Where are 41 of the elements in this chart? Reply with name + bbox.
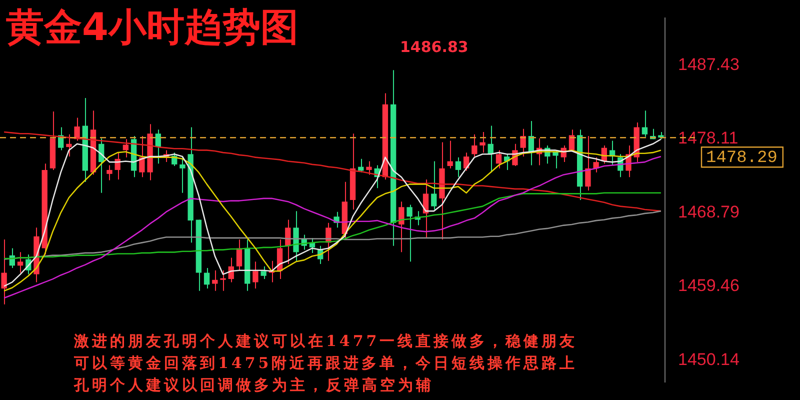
candlestick: [406, 204, 412, 262]
y-tick-label: 1478.11: [678, 128, 738, 148]
y-tick-label: 1487.43: [678, 55, 740, 74]
candlestick: [17, 252, 24, 274]
candlestick: [155, 129, 161, 164]
candlestick: [642, 110, 648, 138]
candlestick: [593, 156, 599, 173]
candlestick: [252, 261, 258, 290]
candlestick: [447, 140, 453, 169]
candlestick: [139, 135, 145, 178]
candlestick: [496, 150, 502, 169]
candlestick: [422, 178, 429, 238]
y-tick-label: 1468.79: [678, 202, 740, 222]
candlestick: [236, 239, 242, 271]
y-tick-label: 1459.46: [678, 276, 740, 296]
candlestick: [585, 135, 591, 192]
ref-line-label: 1478.29: [706, 149, 778, 168]
candlestick: [366, 160, 372, 176]
candlestick: [472, 134, 478, 158]
candlestick: [260, 266, 266, 280]
candlestick: [1, 239, 7, 305]
candlestick: [122, 138, 129, 158]
candlestick: [204, 267, 210, 290]
candlestick: [180, 156, 186, 194]
annotation: 可以等黄金回落到1475附近再跟进多单，今日短线操作思路上: [74, 354, 578, 372]
candlestick: [220, 270, 226, 292]
candlestick: [455, 156, 462, 178]
candlestick: [520, 128, 526, 158]
candlestick: [480, 132, 486, 154]
candlestick: [358, 158, 364, 173]
annotation: 孔明个人建议以回调做多为主，反弹高空为辅: [74, 376, 434, 394]
candlestick: [212, 270, 218, 292]
candlestick: [106, 164, 112, 181]
candlestick: [398, 201, 404, 253]
annotation: 1486.83: [400, 38, 468, 56]
y-tick-label: 1450.14: [678, 350, 740, 369]
candlestick: [431, 160, 437, 210]
annotation: 激进的朋友孔明个人建议可以在1477一线直接做多，稳健朋友: [74, 332, 578, 350]
chart-title: 黄金4小时趋势图: [6, 4, 298, 51]
candlestick: [74, 117, 80, 142]
candlestick: [66, 134, 72, 158]
